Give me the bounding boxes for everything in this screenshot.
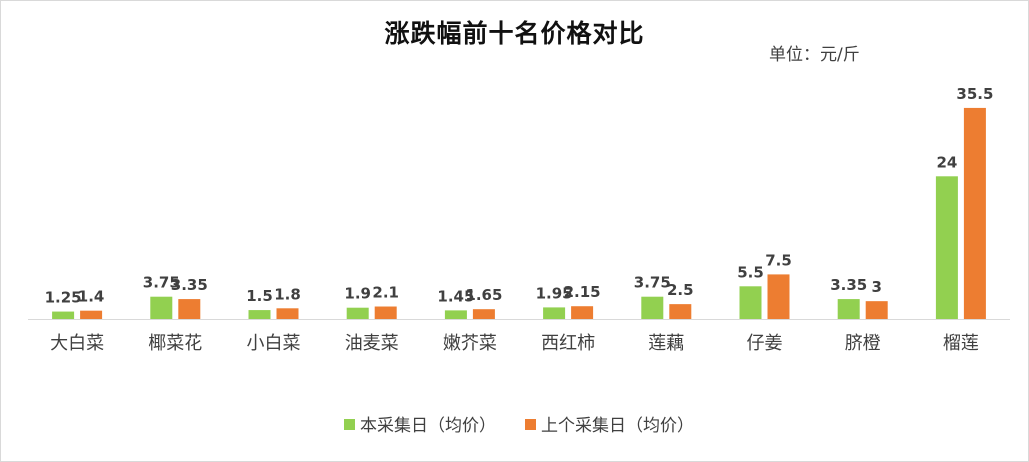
x-tick-label-0: 大白菜	[50, 333, 104, 354]
data-label-current-4: 1.45	[437, 287, 474, 305]
legend-label-0: 本采集日（均价）	[360, 416, 496, 436]
bar-previous-8	[865, 301, 888, 319]
data-label-current-6: 3.75	[634, 274, 671, 292]
bar-previous-1	[178, 299, 201, 319]
data-label-current-9: 24	[936, 153, 957, 171]
legend-swatch-1	[525, 419, 536, 430]
x-tick-label-9: 榴莲	[943, 333, 979, 354]
x-tick-label-5: 西红柿	[541, 333, 595, 354]
bar-current-6	[641, 296, 664, 319]
data-label-previous-2: 1.8	[274, 285, 301, 303]
data-label-current-8: 3.35	[830, 276, 867, 294]
chart-title: 涨跌幅前十名价格对比	[384, 19, 645, 48]
legend-label-1: 上个采集日（均价）	[541, 416, 694, 436]
data-label-current-5: 1.95	[536, 284, 573, 302]
bar-previous-7	[767, 274, 790, 319]
x-tick-label-2: 小白菜	[247, 333, 301, 354]
bar-current-9	[935, 176, 958, 319]
data-label-previous-7: 7.5	[765, 251, 792, 269]
data-label-previous-3: 2.1	[372, 284, 399, 302]
bar-current-1	[150, 296, 173, 319]
bar-previous-0	[80, 310, 103, 319]
bar-current-2	[248, 310, 271, 319]
x-tick-label-3: 油麦菜	[345, 333, 399, 354]
bar-previous-6	[669, 304, 692, 319]
bar-current-0	[52, 311, 75, 319]
x-tick-label-7: 仔姜	[747, 333, 783, 354]
data-label-current-1: 3.75	[143, 274, 180, 292]
x-tick-label-4: 嫩芥菜	[443, 333, 497, 354]
bar-previous-2	[276, 308, 299, 319]
data-label-previous-0: 1.4	[78, 288, 105, 306]
unit-label: 单位：元/斤	[769, 45, 860, 65]
data-label-previous-9: 35.5	[956, 85, 993, 103]
bar-current-4	[444, 310, 467, 319]
data-label-previous-5: 2.15	[564, 283, 601, 301]
data-label-previous-8: 3	[871, 278, 881, 296]
data-label-previous-1: 3.35	[171, 276, 208, 294]
data-label-previous-6: 2.5	[667, 281, 694, 299]
data-label-current-7: 5.5	[737, 263, 764, 281]
data-label-current-2: 1.5	[246, 287, 273, 305]
bar-current-8	[837, 299, 860, 319]
bar-previous-4	[472, 309, 495, 319]
bar-previous-5	[571, 306, 594, 319]
bar-previous-9	[963, 107, 986, 320]
data-label-current-3: 1.9	[344, 285, 371, 303]
bar-current-3	[346, 307, 369, 319]
bar-current-7	[739, 286, 762, 319]
x-tick-label-6: 莲藕	[648, 333, 684, 354]
data-label-previous-4: 1.65	[465, 286, 502, 304]
bar-current-5	[543, 307, 566, 319]
x-tick-label-1: 椰菜花	[148, 333, 202, 354]
legend-swatch-0	[344, 419, 355, 430]
x-tick-label-8: 脐橙	[845, 333, 881, 354]
bar-previous-3	[374, 306, 397, 319]
data-label-current-0: 1.25	[45, 289, 82, 307]
